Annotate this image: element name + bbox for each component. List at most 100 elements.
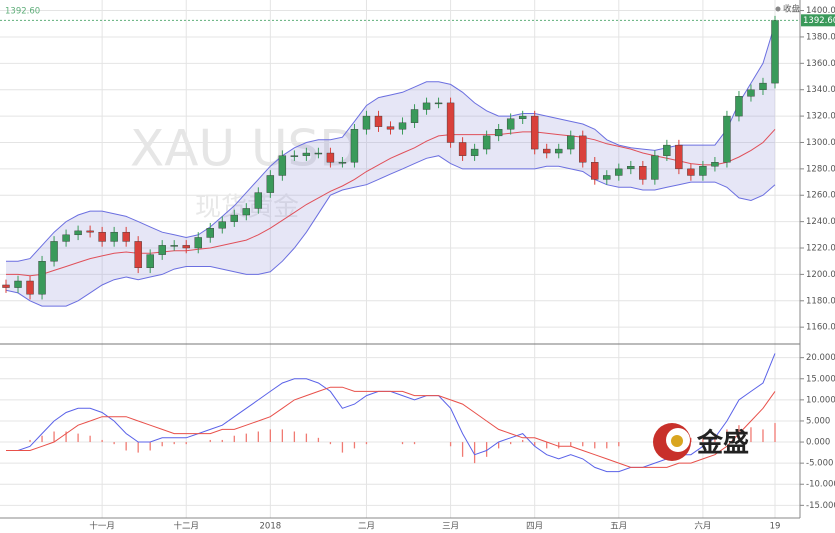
y-tick-label: 1220.00 (806, 244, 835, 254)
candle-body (278, 155, 287, 176)
line (6, 23, 776, 262)
candle-body (723, 115, 731, 163)
y-tick-label: 1280.00 (806, 164, 835, 174)
y-tick-label: 1260.00 (806, 191, 835, 201)
watermark: XAU USD (130, 120, 358, 178)
candle-body (362, 115, 371, 130)
legend-label: 收盘 (783, 4, 801, 15)
candle-body (134, 241, 142, 269)
candle-body (651, 155, 659, 180)
y-tick-label: 20.000 (806, 353, 835, 363)
candle-body (639, 166, 647, 180)
candle-body (14, 280, 22, 288)
logo: 金盛 (653, 423, 749, 461)
y-tick-label: -10.000 (806, 480, 835, 490)
y-tick-label: 0.000 (806, 438, 830, 448)
x-tick-label: 十一月 (89, 521, 115, 532)
candle-body (615, 168, 623, 176)
candle-body (254, 192, 263, 209)
y-tick-label: 1300.00 (806, 138, 835, 148)
candle-body (591, 162, 599, 180)
candle-body (350, 129, 359, 163)
candle-body (62, 234, 70, 242)
candle-body (86, 230, 94, 233)
candle-body (290, 155, 299, 157)
x-tick-label: 19 (770, 522, 781, 532)
candle-body (567, 135, 575, 150)
candle-body (182, 245, 190, 249)
candle-body (494, 129, 503, 137)
x-tick-label: 四月 (526, 522, 543, 532)
x-tick-label: 三月 (442, 522, 459, 532)
candle-body (627, 166, 635, 170)
candle-body (422, 102, 431, 110)
candle-body (158, 245, 166, 255)
candle-body (2, 284, 10, 288)
x-tick-label: 2018 (260, 522, 282, 532)
line (6, 386, 776, 468)
candle-body (110, 231, 118, 242)
candle-body (555, 148, 563, 154)
line (6, 128, 776, 277)
candle-body (711, 162, 719, 167)
last-price-box (801, 14, 835, 27)
x-tick-label: 六月 (694, 521, 711, 532)
candle-body (170, 245, 178, 247)
candle-body (314, 152, 323, 155)
candle-body (230, 214, 238, 222)
legend-dot (775, 6, 781, 12)
candle-body (410, 109, 419, 123)
candle-body (326, 152, 335, 163)
candle-body (675, 144, 683, 170)
candle-body (98, 231, 106, 242)
candle-body (470, 148, 479, 156)
grid (0, 0, 800, 518)
x-tick-label: 二月 (358, 522, 375, 532)
candle-body (434, 102, 443, 105)
candle-body (386, 126, 395, 130)
candle-body (687, 168, 695, 176)
y-tick-label: 10.000 (806, 395, 835, 405)
candle-body (506, 118, 515, 130)
y-tick-label: -5.000 (806, 459, 833, 469)
candle-body (663, 144, 671, 156)
candle-body (338, 162, 347, 164)
logo-mark (671, 435, 683, 447)
candle-body (458, 142, 467, 156)
plot (0, 15, 800, 473)
candle-body (38, 261, 46, 295)
candle-body (543, 148, 551, 154)
candle-body (50, 241, 58, 262)
candle-body (530, 115, 539, 150)
candle-body (771, 20, 779, 84)
y-tick-label: 1360.00 (806, 59, 835, 69)
candle-body (735, 96, 743, 117)
y-tick-label: -15.000 (806, 501, 835, 511)
y-tick-label: 5.000 (806, 416, 830, 426)
candle-body (747, 89, 755, 97)
last-price-tag: 1392.60 (803, 16, 835, 26)
x-tick-label: 十二月 (173, 521, 199, 532)
y-tick-label: 1240.00 (806, 217, 835, 227)
last-value-label: 1392.60 (5, 7, 40, 17)
candle-body (266, 175, 275, 193)
candle-body (398, 122, 407, 130)
y-tick-label: 1400.00 (806, 6, 835, 16)
line (5, 155, 776, 307)
candle-body (518, 115, 527, 119)
logo-text: 金盛 (696, 428, 749, 459)
candle-body (302, 152, 311, 156)
candle-body (122, 231, 130, 242)
y-tick-label: 1200.00 (806, 270, 835, 280)
candle-body (218, 221, 226, 229)
candle-body (242, 208, 251, 216)
candle-body (206, 228, 214, 238)
candle-body (699, 166, 707, 176)
candle-body (74, 230, 82, 236)
candle-body (603, 175, 611, 180)
y-tick-label: 1340.00 (806, 85, 835, 95)
y-tick-label: 1320.00 (806, 112, 835, 122)
candle-body (482, 135, 491, 150)
y-tick-label: 15.000 (806, 374, 835, 384)
